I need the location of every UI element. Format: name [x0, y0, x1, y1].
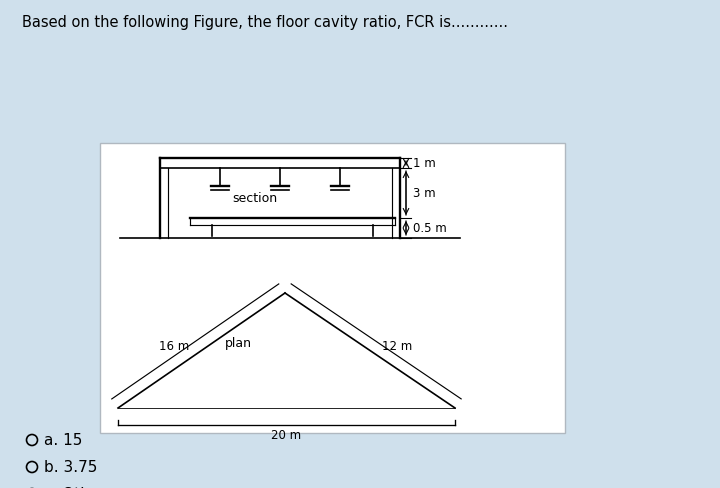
Text: a. 15: a. 15 — [43, 433, 82, 447]
Text: section: section — [233, 192, 278, 205]
Text: 3 m: 3 m — [413, 187, 436, 200]
Text: 1 m: 1 m — [413, 157, 436, 170]
Text: b. 3.75: b. 3.75 — [43, 460, 97, 474]
Text: plan: plan — [225, 337, 251, 350]
Text: 16 m: 16 m — [159, 339, 189, 352]
Text: 20 m: 20 m — [271, 428, 302, 441]
Text: c. Other answer: c. Other answer — [43, 487, 166, 488]
Bar — [100, 143, 565, 433]
Text: Based on the following Figure, the floor cavity ratio, FCR is............: Based on the following Figure, the floor… — [22, 15, 508, 30]
Text: 12 m: 12 m — [382, 339, 413, 352]
Text: 0.5 m: 0.5 m — [413, 222, 446, 235]
